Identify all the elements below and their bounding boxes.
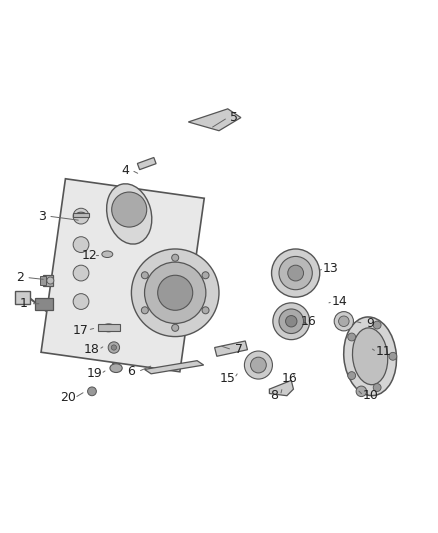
Circle shape	[389, 352, 397, 360]
Ellipse shape	[344, 317, 396, 395]
Circle shape	[158, 275, 193, 310]
Circle shape	[251, 357, 266, 373]
Ellipse shape	[102, 251, 113, 257]
Text: 15: 15	[220, 372, 236, 385]
Circle shape	[131, 249, 219, 336]
Ellipse shape	[106, 184, 152, 244]
Ellipse shape	[353, 328, 388, 385]
Circle shape	[73, 294, 89, 310]
Circle shape	[279, 309, 304, 334]
Text: 5: 5	[230, 111, 238, 124]
Ellipse shape	[102, 324, 115, 332]
Circle shape	[47, 277, 54, 284]
PathPatch shape	[145, 361, 204, 374]
Circle shape	[279, 256, 312, 290]
Circle shape	[286, 316, 297, 327]
Circle shape	[334, 312, 353, 331]
PathPatch shape	[215, 341, 247, 356]
Circle shape	[273, 303, 310, 340]
Text: 17: 17	[73, 324, 89, 336]
Circle shape	[244, 351, 272, 379]
Circle shape	[141, 272, 148, 279]
PathPatch shape	[188, 109, 241, 131]
Text: 6: 6	[127, 365, 135, 378]
Circle shape	[88, 387, 96, 395]
Text: 1: 1	[20, 297, 28, 310]
Text: 20: 20	[60, 391, 76, 405]
Circle shape	[112, 192, 147, 227]
Text: 10: 10	[362, 389, 378, 402]
Circle shape	[172, 324, 179, 332]
Circle shape	[339, 316, 349, 327]
Bar	[40, 276, 46, 285]
Text: 14: 14	[332, 295, 347, 308]
Text: 18: 18	[84, 343, 100, 356]
Bar	[41, 179, 204, 372]
Circle shape	[373, 384, 381, 391]
Circle shape	[145, 262, 206, 324]
Circle shape	[373, 321, 381, 329]
Text: 19: 19	[86, 367, 102, 381]
Text: 8: 8	[270, 389, 278, 402]
Circle shape	[141, 307, 148, 314]
Bar	[73, 213, 89, 217]
Circle shape	[202, 272, 209, 279]
Text: 12: 12	[82, 249, 98, 262]
Circle shape	[202, 307, 209, 314]
Text: 7: 7	[235, 343, 243, 356]
Circle shape	[73, 265, 89, 281]
Bar	[43, 275, 53, 286]
Text: 3: 3	[38, 209, 46, 223]
Ellipse shape	[110, 364, 122, 373]
PathPatch shape	[15, 290, 30, 304]
Circle shape	[348, 333, 356, 341]
Circle shape	[73, 237, 89, 253]
Circle shape	[172, 254, 179, 261]
Ellipse shape	[76, 212, 86, 217]
Text: 16: 16	[281, 372, 297, 385]
Circle shape	[348, 372, 356, 379]
Text: 11: 11	[375, 345, 391, 358]
Bar	[98, 324, 120, 332]
Text: 2: 2	[16, 271, 24, 284]
PathPatch shape	[269, 381, 293, 395]
Circle shape	[108, 342, 120, 353]
Text: 16: 16	[301, 315, 317, 328]
Circle shape	[73, 208, 89, 224]
Circle shape	[356, 386, 367, 397]
Bar	[138, 157, 156, 169]
Bar	[35, 297, 53, 310]
Circle shape	[288, 265, 304, 281]
Circle shape	[272, 249, 320, 297]
Text: 9: 9	[366, 317, 374, 330]
Text: 13: 13	[323, 262, 339, 275]
Circle shape	[111, 345, 117, 350]
Text: 4: 4	[121, 164, 129, 176]
